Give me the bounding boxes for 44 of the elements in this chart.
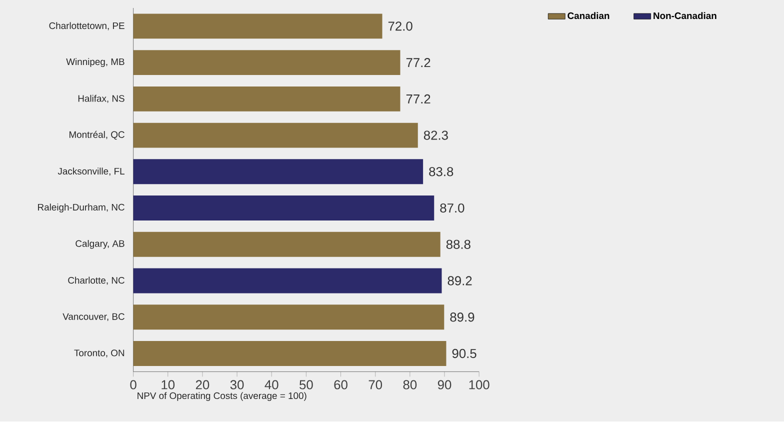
bar — [133, 159, 424, 184]
data-label: 83.8 — [429, 167, 454, 176]
y-tick-label: Jacksonville, FL — [58, 168, 124, 176]
y-tick-label: Charlottetown, PE — [49, 22, 124, 30]
bar — [133, 50, 400, 76]
x-tick-label: 20 — [196, 380, 210, 390]
x-tick-label: 90 — [438, 380, 452, 390]
data-label: 77.2 — [406, 58, 430, 68]
x-tick-label: 80 — [403, 380, 417, 390]
x-tick-label: 0 — [130, 380, 136, 390]
data-label: 87.0 — [440, 204, 464, 213]
y-tick-label: Halifax, NS — [78, 95, 124, 104]
bar — [133, 196, 434, 221]
x-tick-label: 70 — [368, 380, 382, 390]
data-label: 90.5 — [452, 349, 476, 358]
y-tick-label: Calgary, AB — [76, 240, 124, 250]
x-tick-label: 30 — [230, 380, 244, 390]
bar — [133, 123, 418, 148]
y-tick-label: Winnipeg, MB — [66, 58, 124, 68]
bar — [133, 232, 440, 258]
x-tick-label: 40 — [264, 380, 278, 390]
data-label: 77.2 — [406, 94, 430, 104]
y-tick-label: Raleigh-Durham, NC — [38, 204, 124, 213]
x-tick-label: 60 — [334, 380, 348, 390]
bar — [133, 341, 446, 366]
bar — [133, 14, 382, 39]
y-tick-label: Charlotte, NC — [68, 276, 124, 286]
data-label: 82.3 — [424, 130, 448, 140]
legend-label: Non-Canadian — [654, 12, 716, 20]
bar — [133, 86, 400, 112]
data-label: 89.2 — [448, 276, 472, 286]
bar — [133, 304, 444, 330]
y-tick-label: Toronto, ON — [74, 350, 124, 358]
data-label: 88.8 — [446, 240, 470, 250]
y-tick-label: Montréal, QC — [70, 131, 124, 140]
x-tick-label: 50 — [300, 380, 313, 390]
x-axis-title: NPV of Operating Costs (average = 100) — [138, 392, 306, 402]
bar — [133, 268, 442, 294]
data-label: 89.9 — [450, 312, 474, 322]
x-tick-label: 10 — [162, 380, 175, 390]
data-label: 72.0 — [388, 22, 412, 31]
x-tick-label: 100 — [469, 380, 490, 390]
legend-label: Canadian — [568, 12, 610, 20]
y-tick-label: Vancouver, BC — [62, 313, 124, 322]
